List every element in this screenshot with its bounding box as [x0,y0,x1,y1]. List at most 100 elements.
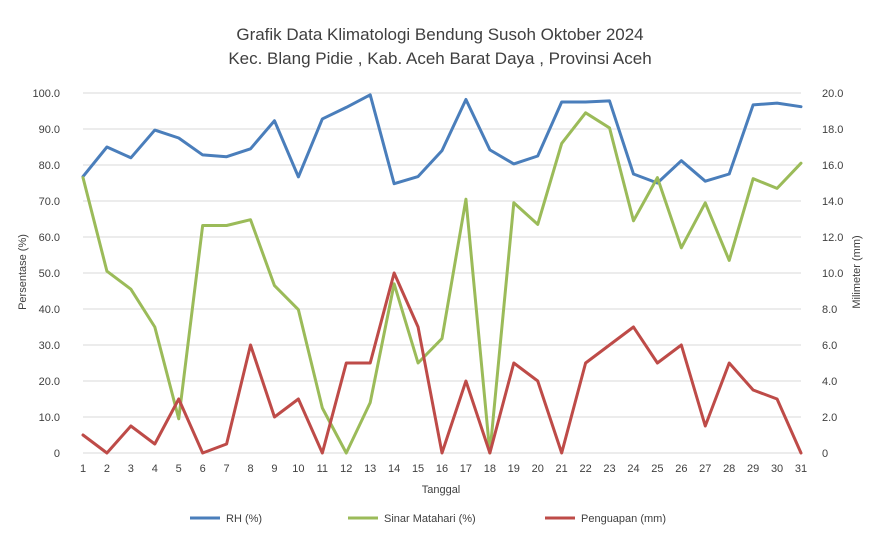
data-point [608,344,611,347]
data-point [393,272,396,275]
data-point [249,344,252,347]
x-tick-label: 10 [292,463,304,475]
y2-tick-label: 10.0 [822,268,843,280]
x-tick-label: 8 [247,463,253,475]
x-tick-label: 30 [771,463,783,475]
data-point [512,162,515,165]
data-point [177,417,180,420]
data-point [536,223,539,226]
x-tick-label: 1 [80,463,86,475]
data-point [680,159,683,162]
data-point [345,452,348,455]
data-point [129,425,132,428]
x-tick-label: 7 [224,463,230,475]
x-tick-label: 27 [699,463,711,475]
series-line-2 [81,111,803,455]
y-tick-label: 70.0 [39,196,60,208]
x-axis-title: Tanggal [422,484,461,496]
data-point [704,425,707,428]
data-point [464,98,467,101]
data-point [728,362,731,365]
y2-tick-label: 2.0 [822,412,837,424]
legend-label: RH (%) [226,513,262,525]
data-point [177,137,180,140]
x-tick-label: 6 [200,463,206,475]
y-tick-label: 90.0 [39,124,60,136]
data-point [321,452,324,455]
data-point [800,162,803,165]
data-point [345,362,348,365]
y-tick-label: 40.0 [39,304,60,316]
y2-tick-label: 12.0 [822,232,843,244]
data-point [153,129,156,132]
data-point [704,201,707,204]
data-point [249,218,252,221]
data-point [608,99,611,102]
data-point [345,106,348,109]
x-tick-label: 12 [340,463,352,475]
axes: 0 0 10.0 2.0 20.0 4.0 30.0 6.0 40.0 8.0 50.0 10.0 60… [32,88,843,475]
data-point [105,146,108,149]
data-point [536,380,539,383]
data-point [369,93,372,96]
data-point [201,153,204,156]
x-tick-label: 21 [556,463,568,475]
data-point [321,407,324,410]
data-point [441,452,444,455]
data-point [680,246,683,249]
data-point [560,142,563,145]
y2-axis-title: Milimeter (mm) [851,235,863,308]
data-point [728,259,731,262]
x-tick-label: 19 [508,463,520,475]
data-point [105,270,108,273]
data-point [512,362,515,365]
data-point [464,198,467,201]
data-point [800,105,803,108]
data-point [752,177,755,180]
data-point [680,344,683,347]
data-point [393,182,396,185]
x-tick-label: 11 [317,463,328,475]
x-tick-label: 18 [484,463,496,475]
y-tick-label: 20.0 [39,376,60,388]
data-point [728,173,731,176]
y2-tick-label: 8.0 [822,304,837,316]
data-point [105,452,108,455]
y-axis-title: Persentase (%) [17,234,29,310]
x-tick-label: 14 [388,463,400,475]
x-tick-label: 9 [271,463,277,475]
data-point [752,103,755,106]
data-point [297,175,300,178]
data-point [225,224,228,227]
y2-tick-label: 0 [822,448,828,460]
y2-tick-label: 6.0 [822,340,837,352]
x-tick-label: 22 [579,463,591,475]
y-tick-label: 10.0 [39,412,60,424]
y2-tick-label: 18.0 [822,124,843,136]
y-tick-label: 100.0 [32,88,60,100]
data-point [441,337,444,340]
y-tick-label: 30.0 [39,340,60,352]
data-point [512,201,515,204]
data-point [129,288,132,291]
x-tick-label: 29 [747,463,759,475]
x-tick-label: 15 [412,463,424,475]
data-point [584,362,587,365]
data-point [273,119,276,122]
x-tick-label: 13 [364,463,376,475]
data-point [369,362,372,365]
data-point [201,452,204,455]
x-tick-label: 16 [436,463,448,475]
data-point [560,101,563,104]
data-point [488,452,491,455]
x-tick-label: 2 [104,463,110,475]
data-point [225,443,228,446]
x-tick-label: 31 [795,463,807,475]
series-line-1 [81,93,803,186]
x-tick-label: 26 [675,463,687,475]
y2-tick-label: 16.0 [822,160,843,172]
data-point [464,380,467,383]
data-point [656,176,659,179]
data-point [584,111,587,114]
